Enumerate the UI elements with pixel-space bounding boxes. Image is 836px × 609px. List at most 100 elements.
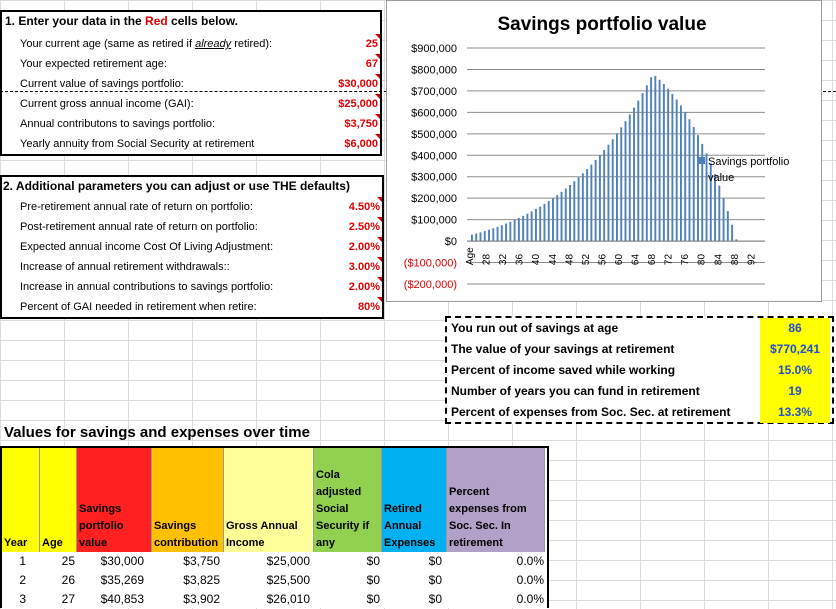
table-cell-contribution[interactable]: $3,825 (183, 573, 220, 587)
comment-marker (377, 237, 382, 242)
chart-bar (586, 169, 589, 242)
y-tick-label: ($100,000) (404, 258, 457, 270)
table-cell-contribution[interactable]: $3,750 (183, 554, 220, 568)
chart-bar (564, 188, 567, 242)
input-row: Your expected retirement age: 67 (2, 54, 380, 74)
x-tick-label: 72 (664, 254, 675, 266)
header-cola: Cola adjusted Social Security if any (314, 448, 382, 552)
comment-marker (375, 94, 380, 99)
table-cell-savings[interactable]: $40,853 (100, 592, 144, 606)
input-row: Annual contributons to savings portfolio… (2, 114, 380, 134)
input-value-cell[interactable]: $25,000 (338, 98, 378, 110)
chart-bar (603, 150, 606, 242)
header-percent: Percent expenses from Soc. Sec. In retir… (447, 448, 545, 552)
header-contribution: Savings contribution (152, 448, 224, 552)
parameter-label: Increase of annual retirement withdrawal… (20, 261, 230, 273)
parameter-value-cell[interactable]: 4.50% (348, 201, 380, 213)
parameter-value-cell[interactable]: 3.00% (348, 261, 380, 273)
result-value[interactable]: 15.0% (760, 360, 830, 381)
chart-bar (709, 163, 712, 242)
table-cell-age[interactable]: 26 (61, 573, 75, 587)
section-1-title: 1. Enter your data in the Red cells belo… (5, 14, 238, 28)
parameter-value-cell[interactable]: 2.50% (348, 221, 380, 233)
x-tick-label: 40 (531, 254, 542, 266)
table-cell-year[interactable]: 2 (19, 573, 26, 587)
y-tick-label: $0 (445, 236, 457, 248)
x-tick-label: 52 (581, 254, 592, 266)
chart-svg: Savings portfolio value $900,000 $800,000 $… (404, 14, 790, 291)
result-label: Percent of expenses from Soc. Sec. at re… (451, 405, 731, 419)
y-tick-label: $900,000 (411, 43, 457, 55)
chart-bar (552, 198, 554, 242)
input-value-cell[interactable]: $30,000 (338, 78, 378, 90)
table-cell-income[interactable]: $26,010 (266, 592, 310, 606)
header-age: Age (40, 448, 77, 552)
parameter-label: Expected annual income Cost Of Living Ad… (20, 241, 274, 253)
comment-marker (375, 54, 380, 59)
table-cell-percent[interactable]: 0.0% (516, 554, 544, 568)
input-label: Your expected retirement age: (20, 58, 167, 70)
parameter-value-cell[interactable]: 2.00% (348, 281, 380, 293)
table-cell-age[interactable]: 27 (61, 592, 75, 606)
x-tick-label: 92 (746, 254, 757, 266)
chart-bar (517, 217, 520, 242)
result-row: Percent of expenses from Soc. Sec. at re… (447, 402, 832, 423)
table-cell-expenses[interactable]: $0 (428, 573, 442, 587)
result-row: Number of years you can fund in retireme… (447, 381, 832, 402)
table-cell-savings[interactable]: $35,269 (100, 573, 144, 587)
chart-bar (650, 77, 653, 242)
table-cell-cola[interactable]: $0 (366, 573, 380, 587)
table-cell-percent[interactable]: 0.0% (516, 573, 544, 587)
input-value-cell[interactable]: 67 (365, 58, 378, 70)
comment-marker (377, 197, 382, 202)
table-cell-year[interactable]: 3 (19, 592, 26, 606)
chart-bar (671, 93, 674, 242)
table-cell-percent[interactable]: 0.0% (516, 592, 544, 606)
table-cell-income[interactable]: $25,500 (266, 573, 310, 587)
table-cell-savings[interactable]: $30,000 (100, 554, 144, 568)
result-value[interactable]: $770,241 (760, 339, 830, 360)
chart-bar (530, 211, 533, 242)
chart-bar (675, 99, 678, 242)
result-value[interactable]: 19 (760, 381, 830, 402)
savings-chart[interactable]: Savings portfolio value $900,000 $800,000 $… (386, 0, 822, 302)
parameter-label: Increase in annual contributions to savi… (20, 281, 274, 293)
result-value[interactable]: 86 (760, 318, 830, 339)
comment-marker (375, 34, 380, 39)
comment-marker (377, 257, 382, 262)
results-panel: You run out of savings at age 86 The value… (445, 316, 834, 424)
chart-bar (556, 195, 559, 242)
chart-bar (496, 226, 499, 242)
chart-bar (594, 159, 597, 242)
table-cell-expenses[interactable]: $0 (428, 592, 442, 606)
input-label: Yearly annuity from Social Security at r… (20, 138, 255, 150)
parameter-value-cell[interactable]: 80% (357, 301, 380, 313)
input-row: Your current age (same as retired if alr… (2, 34, 380, 54)
input-row: Yearly annuity from Social Security at r… (2, 134, 380, 154)
chart-bar (722, 197, 725, 242)
input-row: Current gross annual income (GAI): $25,00… (2, 94, 380, 114)
chart-bar (662, 84, 665, 242)
chart-bar (577, 177, 580, 242)
table-cell-expenses[interactable]: $0 (428, 554, 442, 568)
input-value-cell[interactable]: $6,000 (344, 138, 378, 150)
table-cell-year[interactable]: 1 (19, 554, 26, 568)
table-cell-age[interactable]: 25 (61, 554, 75, 568)
table-cell-cola[interactable]: $0 (366, 592, 380, 606)
table-row: 1 25 $30,000 $3,750 $25,000 $0 $0 0.0% (2, 552, 545, 571)
header-year: Year (2, 448, 40, 552)
parameter-value-cell[interactable]: 2.00% (348, 241, 380, 253)
chart-bar (479, 232, 482, 242)
input-value-cell[interactable]: $3,750 (344, 118, 378, 130)
x-tick-label: 44 (548, 254, 559, 266)
table-cell-contribution[interactable]: $3,902 (183, 592, 220, 606)
result-value[interactable]: 13.3% (760, 402, 830, 423)
x-tick-label: 64 (631, 254, 642, 266)
parameter-label: Percent of GAI needed in retirement when… (20, 301, 257, 313)
comment-marker (375, 74, 380, 79)
table-cell-income[interactable]: $25,000 (266, 554, 310, 568)
chart-bar (667, 88, 670, 242)
table-cell-cola[interactable]: $0 (366, 554, 380, 568)
comment-marker (377, 217, 382, 222)
input-value-cell[interactable]: 25 (365, 38, 378, 50)
